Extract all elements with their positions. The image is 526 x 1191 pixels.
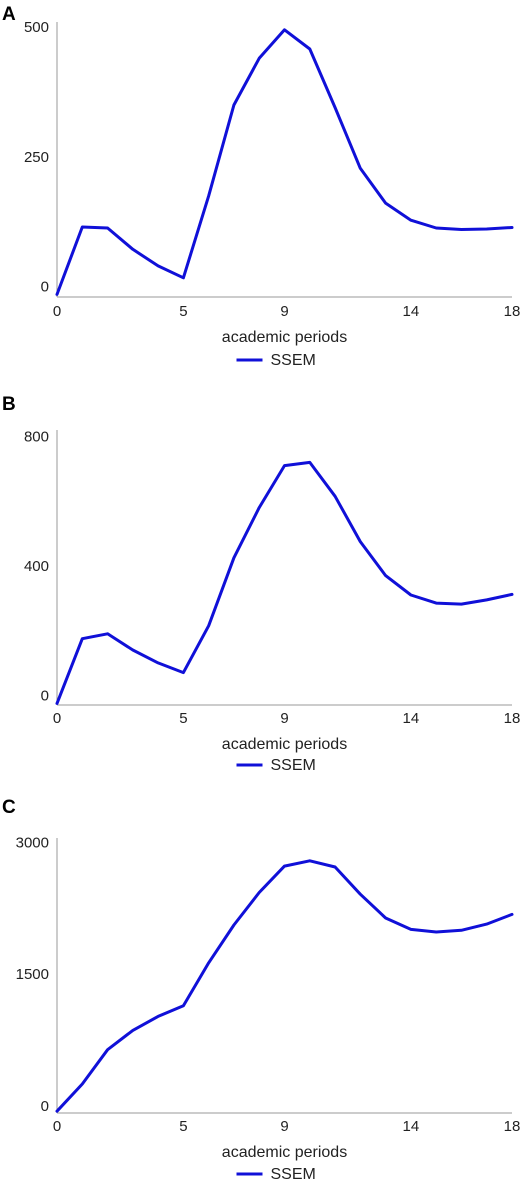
x-tick-label: 18 [504,710,521,727]
x-tick-label: 18 [504,303,521,320]
x-axis-label: academic periods [222,1144,347,1161]
panel-label: C [2,797,16,818]
y-tick-label: 3000 [16,834,49,851]
y-tick-label: 500 [24,19,49,36]
x-axis-label: academic periods [222,736,347,753]
x-tick-label: 5 [179,1118,187,1135]
x-tick-label: 9 [280,1118,288,1135]
y-tick-label: 0 [41,1098,49,1115]
x-axis-label: academic periods [222,329,347,346]
x-tick-label: 18 [504,1118,521,1135]
x-tick-label: 5 [179,303,187,320]
x-tick-label: 9 [280,303,288,320]
chart-panel-c: C 0 1500 3000 0 5 9 14 18 academic periods SSEM [2,797,520,1183]
y-tick-label: 800 [24,428,49,445]
x-tick-label: 14 [403,710,420,727]
y-tick-label: 0 [41,687,49,704]
x-tick-label: 14 [403,1118,420,1135]
y-tick-label: 250 [24,149,49,166]
x-tick-label: 0 [53,303,61,320]
x-tick-label: 9 [280,710,288,727]
series-line-ssem [55,28,514,296]
y-tick-label: 0 [41,279,49,296]
panel-label: B [2,394,16,415]
panel-label: A [2,4,16,25]
legend-label: SSEM [271,1166,316,1183]
x-tick-label: 0 [53,1118,61,1135]
y-tick-label: 400 [24,558,49,575]
x-tick-label: 14 [403,303,420,320]
chart-panel-a: A 0 250 500 0 5 9 14 18 academic periods SSEM [2,4,520,369]
legend-label: SSEM [271,757,316,774]
series-line-ssem [55,859,514,1113]
y-tick-label: 1500 [16,966,49,983]
series-line-ssem [55,460,514,705]
chart-panel-b: B 0 400 800 0 5 9 14 18 academic periods SSEM [2,394,520,774]
x-tick-label: 0 [53,710,61,727]
x-tick-label: 5 [179,710,187,727]
legend-label: SSEM [271,352,316,369]
